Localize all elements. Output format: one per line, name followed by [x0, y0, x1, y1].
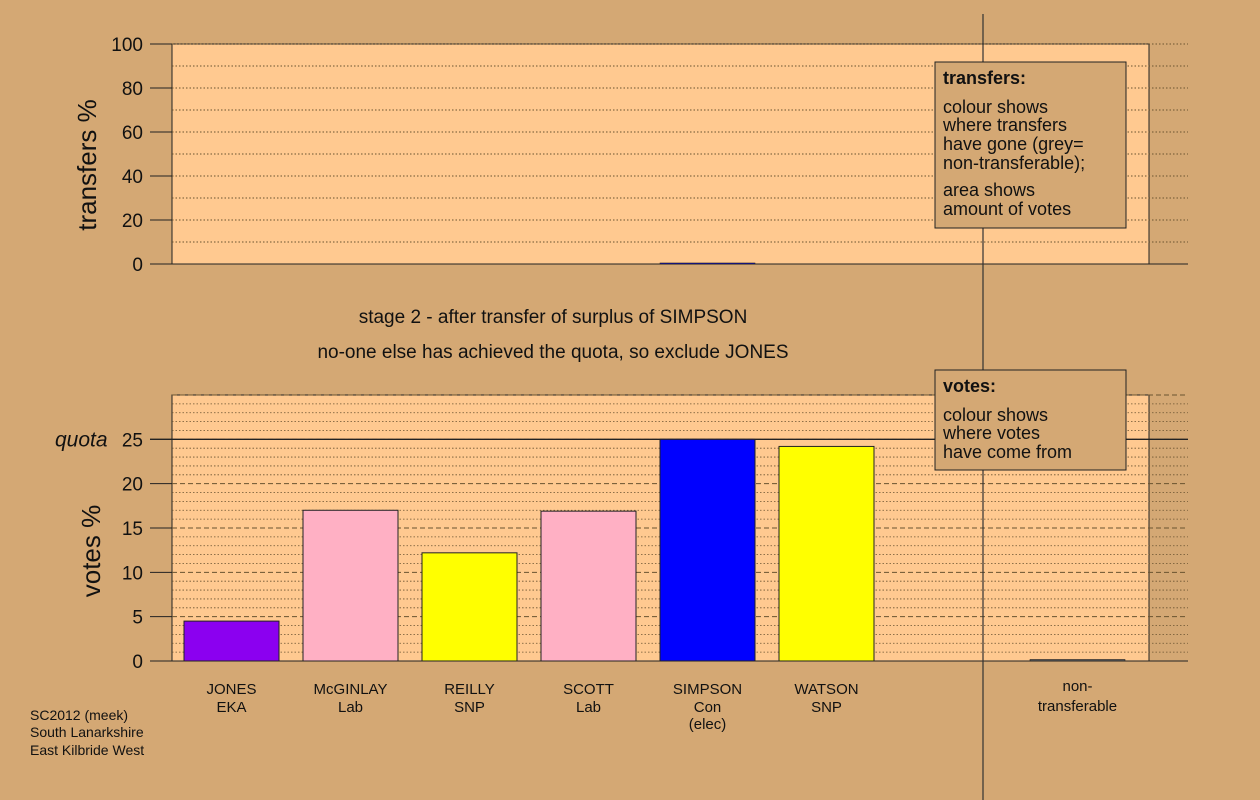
- transfers-legend-line: area shows: [943, 180, 1035, 200]
- votes-legend: votes: colour shows where votes have com…: [934, 369, 1127, 471]
- candidate-party: SNP: [811, 699, 842, 716]
- votes-category-labels: JONESEKAMcGINLAYLabREILLYSNPSCOTTLabSIMP…: [206, 678, 1117, 733]
- vote-bar: [540, 510, 637, 662]
- vote-bar: [421, 552, 518, 662]
- tick-label: 15: [122, 519, 143, 540]
- tick-label: 25: [122, 430, 143, 451]
- transfers-legend-title: transfers:: [943, 68, 1026, 88]
- vote-bar: [183, 620, 280, 662]
- candidate-name: REILLY: [444, 681, 495, 698]
- transfers-bars: [659, 262, 756, 265]
- tick-label: 60: [122, 123, 143, 144]
- transfers-legend-line: non-transferable);: [943, 153, 1085, 173]
- vote-bar: [778, 445, 875, 662]
- transfers-legend: transfers: colour shows where transfers …: [934, 61, 1127, 229]
- transfer-bar: [659, 262, 756, 265]
- candidate-name: WATSON: [794, 681, 858, 698]
- candidate-name: JONES: [206, 681, 256, 698]
- candidate-name: SIMPSON: [673, 681, 742, 698]
- tick-label: 20: [122, 475, 143, 496]
- tick-label: 10: [122, 563, 143, 584]
- transfers-legend-line: colour shows: [943, 97, 1048, 117]
- quota-label: quota: [55, 428, 108, 451]
- candidate-party: Lab: [576, 699, 601, 716]
- candidate-name: SCOTT: [563, 681, 614, 698]
- tick-label: 0: [132, 652, 143, 673]
- tick-label: 5: [132, 608, 143, 629]
- candidate-note: (elec): [689, 716, 727, 733]
- stage-caption: stage 2 - after transfer of surplus of S…: [359, 307, 748, 328]
- candidate-party: SNP: [454, 699, 485, 716]
- nontransferable-bar: [1029, 659, 1126, 662]
- tick-label: 100: [111, 35, 143, 56]
- transfers-legend-line: where transfers: [942, 115, 1067, 135]
- tick-label: 80: [122, 79, 143, 100]
- candidate-party: EKA: [216, 699, 246, 716]
- transfers-legend-line: have gone (grey=: [943, 134, 1084, 154]
- votes-legend-box: [934, 369, 1127, 471]
- transfers-legend-line: amount of votes: [943, 199, 1071, 219]
- credit-line: South Lanarkshire: [30, 724, 144, 740]
- vote-bar: [659, 438, 756, 662]
- nontransferable-label: non-: [1062, 678, 1092, 695]
- credit-line: SC2012 (meek): [30, 707, 128, 723]
- tick-label: 20: [122, 211, 143, 232]
- votes-legend-line: where votes: [942, 423, 1040, 443]
- votes-bars: [183, 438, 1126, 662]
- transfers-grid: [172, 43, 1188, 265]
- transfers-y-ticks: 0 20 40 60 80 100: [111, 35, 172, 276]
- transfers-axis-title: transfers %: [72, 99, 102, 231]
- tick-label: 0: [132, 255, 143, 276]
- votes-legend-title: votes:: [943, 376, 996, 396]
- tick-label: 40: [122, 167, 143, 188]
- credit-line: East Kilbride West: [30, 742, 144, 758]
- votes-legend-line: have come from: [943, 442, 1072, 462]
- vote-bar: [302, 509, 399, 662]
- candidate-name: McGINLAY: [314, 681, 388, 698]
- transfers-legend-box: [934, 61, 1127, 229]
- votes-axis-title: votes %: [76, 505, 106, 598]
- nontransferable-label: transferable: [1038, 698, 1117, 715]
- votes-legend-line: colour shows: [943, 405, 1048, 425]
- exclusion-caption: no-one else has achieved the quota, so e…: [317, 342, 788, 363]
- candidate-party: Lab: [338, 699, 363, 716]
- candidate-party: Con: [694, 699, 722, 716]
